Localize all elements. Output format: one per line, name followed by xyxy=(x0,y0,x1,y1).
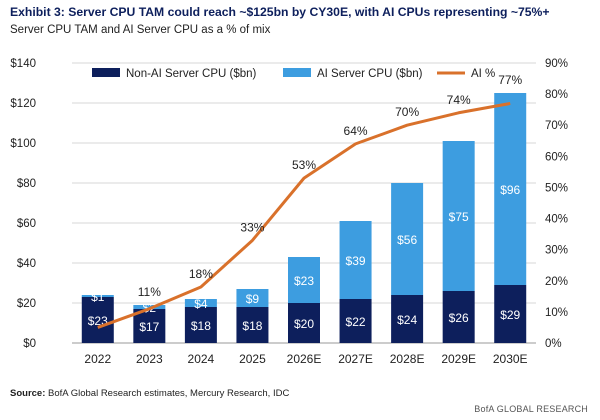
legend-ai-pct-label: AI % xyxy=(471,68,495,80)
data-label-non-ai: $18 xyxy=(242,319,262,333)
data-label-non-ai: $24 xyxy=(397,313,417,327)
source-label: Source: xyxy=(10,388,46,399)
x-tick-label: 2029E xyxy=(441,352,476,366)
page-title: Exhibit 3: Server CPU TAM could reach ~$… xyxy=(10,5,550,19)
brand-label: BofA GLOBAL RESEARCH xyxy=(474,404,588,414)
bar-ai xyxy=(494,93,527,285)
bar-non-ai xyxy=(133,309,166,343)
data-label-non-ai: $20 xyxy=(294,317,314,331)
bar-ai xyxy=(184,299,217,307)
y-right-tick-label: 60% xyxy=(545,151,568,163)
bar-non-ai xyxy=(391,295,424,343)
data-label-non-ai: $22 xyxy=(346,315,366,329)
ai-pct-label: 74% xyxy=(447,93,471,107)
page-subtitle: Server CPU TAM and AI Server CPU as a % … xyxy=(10,24,271,36)
data-label-ai: $39 xyxy=(346,254,366,268)
y-left-tick-label: $60 xyxy=(17,218,36,230)
data-label-ai: $4 xyxy=(194,297,208,311)
y-left-tick-label: $80 xyxy=(17,178,36,190)
y-right-tick-label: 70% xyxy=(545,120,568,132)
data-label-ai: $56 xyxy=(397,233,417,247)
bar-ai xyxy=(133,305,166,309)
bar-non-ai xyxy=(184,307,217,343)
ai-pct-label: 53% xyxy=(292,158,316,172)
data-label-ai: $96 xyxy=(500,183,520,197)
legend-ai-swatch xyxy=(283,68,311,77)
ai-pct-label: 64% xyxy=(344,124,368,138)
y-right-tick-label: 20% xyxy=(545,276,568,288)
data-label-non-ai: $17 xyxy=(139,320,159,334)
data-label-non-ai: $18 xyxy=(191,319,211,333)
y-right-tick-label: 0% xyxy=(545,338,562,350)
source-text: BofA Global Research estimates, Mercury … xyxy=(45,388,290,399)
bar-non-ai xyxy=(288,303,320,343)
y-right-tick-label: 30% xyxy=(545,245,568,257)
data-label-ai: $1 xyxy=(91,290,105,304)
ai-pct-label: 77% xyxy=(498,73,522,87)
bar-ai xyxy=(339,221,372,299)
x-tick-label: 2024 xyxy=(188,352,215,366)
y-right-tick-label: 90% xyxy=(545,58,568,70)
y-left-tick-label: $100 xyxy=(10,138,36,150)
data-label-ai: $75 xyxy=(449,210,469,224)
y-right-tick-label: 40% xyxy=(545,214,568,226)
x-tick-label: 2027E xyxy=(338,352,373,366)
y-right-tick-label: 10% xyxy=(545,307,568,319)
x-tick-label: 2026E xyxy=(287,352,322,366)
bar-ai xyxy=(391,183,424,295)
bar-non-ai xyxy=(442,291,475,343)
source-note: Source: BofA Global Research estimates, … xyxy=(10,388,289,399)
bar-non-ai xyxy=(494,285,527,343)
y-right-tick-label: 50% xyxy=(545,182,568,194)
data-label-non-ai: $26 xyxy=(449,311,469,325)
bar-ai xyxy=(81,295,114,297)
y-right-tick-label: 80% xyxy=(545,89,568,101)
data-label-ai: $9 xyxy=(246,292,260,306)
bar-ai xyxy=(288,257,320,303)
bar-ai xyxy=(442,141,475,291)
x-tick-label: 2028E xyxy=(390,352,425,366)
x-tick-label: 2023 xyxy=(136,352,163,366)
ai-pct-label: 18% xyxy=(189,267,213,281)
legend-non-ai-swatch xyxy=(92,68,120,77)
data-label-ai: $23 xyxy=(294,274,314,288)
y-left-tick-label: $40 xyxy=(17,258,36,270)
legend-ai-label: AI Server CPU ($bn) xyxy=(317,68,423,80)
bar-non-ai xyxy=(81,297,114,343)
ai-pct-label: 70% xyxy=(395,105,419,119)
bar-non-ai xyxy=(236,307,269,343)
x-tick-label: 2025 xyxy=(239,352,266,366)
data-label-non-ai: $29 xyxy=(500,308,520,322)
y-left-tick-label: $20 xyxy=(17,298,36,310)
x-tick-label: 2022 xyxy=(84,352,111,366)
y-left-tick-label: $140 xyxy=(10,58,36,70)
legend-non-ai-label: Non-AI Server CPU ($bn) xyxy=(126,68,257,80)
x-tick-label: 2030E xyxy=(493,352,528,366)
y-left-tick-label: $120 xyxy=(10,98,36,110)
bar-ai xyxy=(236,289,269,307)
bar-non-ai xyxy=(339,299,372,343)
ai-pct-label: 11% xyxy=(138,285,161,299)
ai-pct-line xyxy=(97,101,511,329)
y-left-tick-label: $0 xyxy=(23,338,36,350)
ai-pct-label: 33% xyxy=(240,220,264,234)
